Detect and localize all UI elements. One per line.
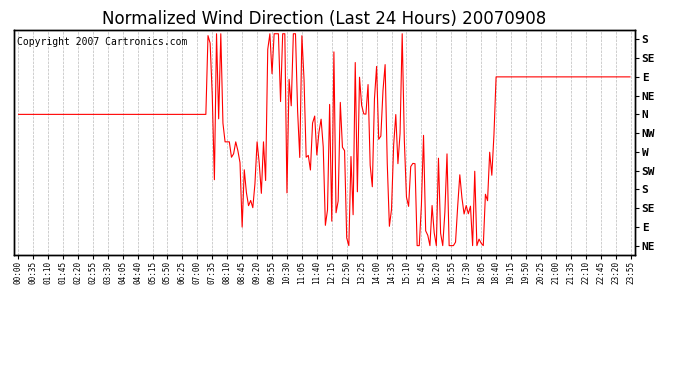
- Text: Copyright 2007 Cartronics.com: Copyright 2007 Cartronics.com: [17, 37, 187, 47]
- Title: Normalized Wind Direction (Last 24 Hours) 20070908: Normalized Wind Direction (Last 24 Hours…: [102, 10, 546, 28]
